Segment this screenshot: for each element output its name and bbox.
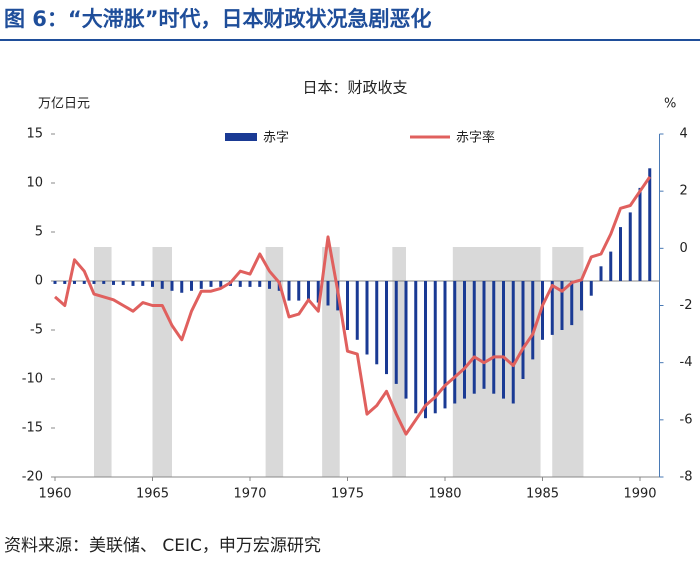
bar [160,281,164,289]
bar [472,281,476,394]
y-tick-label: -15 [22,421,43,436]
bar [121,281,125,285]
bar [131,281,135,286]
bar [102,281,106,284]
bar [628,212,632,281]
shaded-period [94,247,112,477]
bar [511,281,515,404]
y2-axis-label: % [664,97,676,112]
bar [463,281,466,399]
shaded-period [452,247,541,477]
x-tick-label: 1985 [526,487,559,502]
x-tick-label: 1965 [136,487,169,502]
y2-tick-label: -4 [680,355,693,370]
bar [346,281,349,330]
y2-tick-label: 0 [680,241,688,256]
y2-tick-label: -2 [680,298,693,313]
bar [73,281,76,284]
bar [580,281,583,311]
bar [560,281,564,330]
bar [112,281,115,285]
bar [482,281,486,389]
x-tick-label: 1990 [623,487,656,502]
bar [648,168,652,281]
bar [541,281,544,340]
y-tick-label: 10 [26,176,43,191]
line [54,176,652,436]
bar [209,281,213,287]
y2-tick-label: 2 [680,184,688,199]
bar [316,281,320,303]
y-tick-label: -10 [22,372,43,387]
bar [492,281,496,394]
bar [433,281,437,414]
chart-title: 日本：财政收支 [302,79,407,97]
bar [619,227,622,281]
bar [199,281,203,289]
bar [63,281,67,284]
bar [258,281,262,287]
y-tick-label: 0 [35,274,43,289]
bar [238,281,242,287]
bar [190,281,193,291]
header: 图 6：“大滞胀”时代，日本财政状况急剧恶化 [4,7,432,31]
x-tick-label: 1960 [38,487,71,502]
y-tick-label: 15 [26,127,43,142]
y-tick-label: 5 [35,225,43,240]
y2-tick-label: -6 [680,412,693,427]
x-tick-label: 1975 [331,487,364,502]
bar [609,251,613,281]
y-axis-label: 万亿日元 [38,97,90,112]
bar [375,281,379,365]
y-tick-label: -20 [22,470,43,485]
bar [414,281,418,414]
x-tick-label: 1970 [233,487,266,502]
bar [424,281,427,419]
bar [404,281,408,399]
bar [170,281,174,291]
bar [589,281,593,296]
bar [453,281,457,404]
bar [443,281,447,409]
bar [355,281,359,340]
shaded-period [265,247,284,477]
bar [307,281,310,301]
bar [394,281,398,384]
bar [248,281,252,287]
bar [180,281,184,293]
bar [287,281,291,301]
bar [550,281,554,335]
y2-tick-label: 4 [680,127,688,142]
legend-label: 赤字率 [456,130,495,146]
bar [521,281,525,379]
legend-swatch [225,133,257,141]
bar [297,281,301,301]
bar [151,281,154,287]
source: 资料来源：美联储、 CEIC，申万宏源研究 [4,536,321,556]
bar [385,281,388,375]
legend-label: 赤字 [263,131,289,146]
bar [502,281,505,399]
bar [638,187,642,281]
bar [599,266,603,281]
bar [326,281,330,306]
bar [92,281,96,284]
bar [82,281,86,284]
y2-tick-label: -8 [680,470,693,485]
x-tick-label: 1980 [428,487,461,502]
bar [365,281,369,355]
bar [268,281,271,289]
bar [531,281,535,360]
bar [570,281,574,326]
y-tick-label: -5 [30,323,43,338]
bar [53,281,57,284]
bar [141,281,145,286]
bar [219,281,223,287]
